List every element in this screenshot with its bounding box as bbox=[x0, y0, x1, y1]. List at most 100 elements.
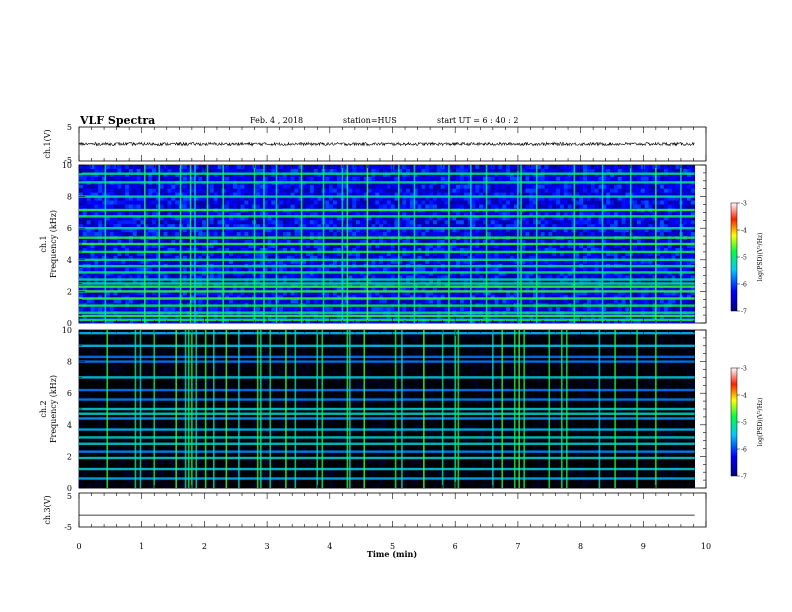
spec1-cell bbox=[656, 240, 661, 245]
spec1-cell bbox=[90, 196, 95, 201]
spec1-cell bbox=[175, 212, 180, 217]
spec1-cell bbox=[563, 255, 569, 261]
spec1-cell bbox=[602, 251, 607, 257]
spec1-cell bbox=[105, 176, 111, 182]
spec1-cell bbox=[152, 172, 157, 178]
spec1-cell bbox=[456, 247, 461, 253]
spec1-cell bbox=[452, 247, 457, 253]
spec1-cell bbox=[167, 176, 172, 182]
spec1-cell bbox=[567, 247, 572, 253]
spec1-cell bbox=[159, 196, 164, 201]
spec1-cell bbox=[79, 196, 84, 201]
spec1-cell bbox=[560, 255, 565, 261]
spec1-cell bbox=[459, 184, 465, 189]
spec1-cell bbox=[286, 212, 291, 217]
spec1-cell bbox=[386, 232, 392, 237]
spec1-cell bbox=[467, 247, 472, 253]
spec1-cell bbox=[379, 204, 384, 209]
spec1-cell bbox=[398, 247, 403, 253]
spec1-cell bbox=[513, 188, 518, 193]
spec1-cell bbox=[390, 188, 395, 193]
spec1-cell bbox=[617, 244, 622, 249]
spec1-cell bbox=[232, 232, 238, 237]
spec1-cell bbox=[602, 255, 607, 261]
spec1-cell bbox=[282, 220, 288, 225]
spec1-cell bbox=[256, 165, 261, 170]
spec1-cell bbox=[448, 192, 453, 197]
spec1-cell bbox=[309, 251, 315, 257]
spec1-cell bbox=[402, 168, 407, 174]
spec1-cell bbox=[155, 255, 161, 261]
spec1-cell bbox=[390, 204, 395, 209]
spec1-cell bbox=[259, 196, 265, 201]
spec1-cell bbox=[548, 251, 553, 257]
spec1-cell bbox=[229, 224, 234, 229]
spec1-cell bbox=[683, 172, 688, 178]
spec1-cell bbox=[675, 184, 680, 189]
spec1-cell bbox=[102, 228, 107, 233]
spec1-cell bbox=[309, 165, 315, 170]
spec1-cell bbox=[363, 176, 368, 182]
spec1-cell bbox=[348, 255, 353, 261]
spec1-cell bbox=[136, 200, 141, 205]
spec1-cell bbox=[594, 204, 599, 209]
spec1-cell bbox=[560, 176, 565, 182]
spec1-cell bbox=[229, 255, 234, 261]
spec1-cell bbox=[448, 196, 453, 201]
spec1-cell bbox=[371, 176, 376, 182]
spec1-cell bbox=[90, 192, 95, 197]
spec1-cell bbox=[144, 224, 149, 229]
spec1-cell bbox=[186, 184, 191, 189]
spec1-cell bbox=[121, 232, 126, 237]
spec1-cell bbox=[648, 216, 653, 221]
spec1-cell bbox=[132, 176, 138, 182]
spec1-cell bbox=[448, 255, 453, 261]
spec1-cell bbox=[352, 196, 357, 201]
spec1-cell bbox=[429, 204, 434, 209]
spec1-cell bbox=[552, 200, 557, 205]
spec1-cell bbox=[356, 224, 361, 229]
spec1-cell bbox=[294, 196, 299, 201]
spec1-cell bbox=[583, 255, 588, 261]
spec1-cell bbox=[517, 251, 522, 257]
spec1-cell bbox=[648, 212, 653, 217]
spec1-cell bbox=[459, 204, 465, 209]
spec1-cell bbox=[625, 184, 630, 189]
spec1-cell bbox=[517, 168, 522, 174]
spec1-cell bbox=[394, 247, 399, 253]
spec1-cell bbox=[244, 232, 249, 237]
spec1-cell bbox=[536, 244, 542, 249]
spec1-cell bbox=[329, 247, 334, 253]
spec1-cell bbox=[602, 192, 607, 197]
spec1-cell bbox=[490, 172, 495, 178]
spec1-cell bbox=[329, 224, 334, 229]
spec1-cell bbox=[117, 196, 122, 201]
spec1-cell bbox=[117, 220, 122, 225]
spec1-cell bbox=[675, 204, 680, 209]
spec1-cell bbox=[475, 188, 480, 193]
spec1-cell bbox=[336, 184, 341, 189]
spec1-cell bbox=[463, 176, 468, 182]
spec1-cell bbox=[190, 251, 195, 257]
station-label: station=HUS bbox=[343, 116, 397, 125]
spec1-cell bbox=[498, 184, 503, 189]
spec1-cell bbox=[363, 188, 368, 193]
spec1-cell bbox=[352, 184, 357, 189]
spec1-cell bbox=[486, 220, 492, 225]
spec1-cell bbox=[575, 172, 580, 178]
spec1-cell bbox=[225, 200, 230, 205]
spec1-cell bbox=[209, 192, 214, 197]
spec1-cell bbox=[136, 244, 141, 249]
spec1-cell bbox=[367, 176, 372, 182]
spec1-cell bbox=[529, 184, 534, 189]
spec1-cell bbox=[348, 220, 353, 225]
spec1-cell bbox=[448, 165, 453, 170]
spec1-cell bbox=[155, 240, 161, 245]
spec1-cell bbox=[456, 244, 461, 249]
spec1-cell bbox=[202, 240, 207, 245]
spec1-cell bbox=[536, 212, 542, 217]
spec1-cell bbox=[306, 196, 311, 201]
spec1-cell bbox=[652, 212, 657, 217]
spec1-cell bbox=[213, 168, 218, 174]
spec1-cell bbox=[167, 165, 172, 170]
